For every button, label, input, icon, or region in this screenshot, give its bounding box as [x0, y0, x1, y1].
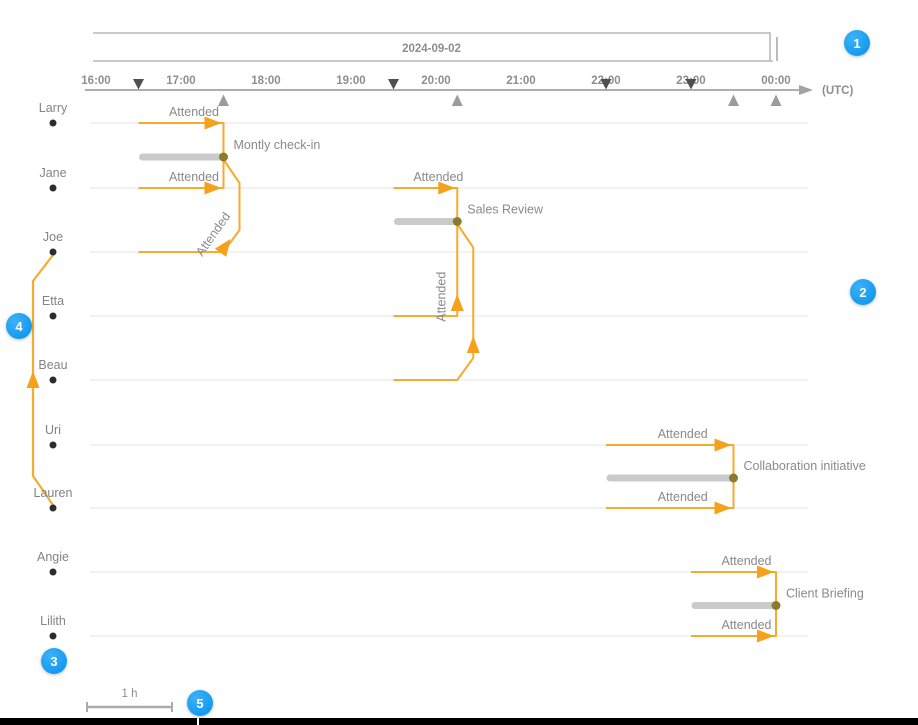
person-label-larry: Larry — [39, 101, 68, 115]
attendance-label: Attended — [721, 618, 771, 632]
person-label-angie: Angie — [37, 550, 69, 564]
attendance-arrow-right — [714, 501, 732, 515]
event-start-marker — [600, 79, 612, 90]
event-title: Montly check-in — [234, 138, 321, 152]
person-label-jane: Jane — [39, 166, 66, 180]
attendance-arrow-up — [450, 294, 464, 311]
event-start-marker — [133, 79, 144, 90]
person-dot-jane — [49, 184, 57, 192]
event-title: Collaboration initiative — [744, 459, 866, 473]
event-start-marker — [685, 79, 697, 90]
callout-badge-1: 1 — [844, 30, 870, 56]
attendance-arrow-up — [466, 336, 480, 353]
hour-tick-label: 21:00 — [506, 75, 535, 87]
attendance-edge-beau — [393, 224, 475, 381]
event-end-marker — [218, 94, 229, 106]
hour-tick-label: 19:00 — [336, 75, 365, 87]
attendance-arrow-right — [757, 629, 774, 643]
link-arrow-up — [26, 371, 40, 388]
event-end-marker — [451, 94, 463, 106]
person-label-etta: Etta — [42, 294, 64, 308]
scale-label: 1 h — [122, 688, 138, 700]
attendance-arrow-right — [757, 565, 774, 579]
callout-badge-3: 3 — [41, 648, 67, 674]
person-label-uri: Uri — [45, 423, 61, 437]
attendance-label: Attended — [434, 272, 448, 322]
bottom-edge-bar — [0, 718, 918, 725]
person-dot-larry — [49, 119, 57, 127]
attendance-label: Attended — [658, 427, 708, 441]
hour-tick-label: 20:00 — [421, 75, 450, 87]
event-title: Client Briefing — [786, 587, 864, 601]
person-dot-lauren — [49, 504, 57, 512]
person-label-beau: Beau — [38, 358, 67, 372]
person-dot-etta — [49, 312, 57, 320]
person-dot-lilith — [49, 632, 57, 640]
hour-tick-label: 00:00 — [761, 75, 790, 87]
person-dot-beau — [49, 376, 57, 384]
event-end-dot — [729, 473, 738, 483]
time-axis-arrow — [799, 85, 813, 95]
attendance-arrow-right — [204, 116, 222, 130]
attendance-arrow-diagonal — [214, 239, 231, 257]
date-band-outline — [93, 32, 773, 62]
attendance-arrow-right — [204, 181, 222, 195]
event-end-marker — [770, 94, 782, 106]
attendance-arrow-right — [438, 181, 456, 195]
attendance-edge-jane — [138, 157, 225, 189]
callout-badge-5: 5 — [187, 690, 213, 716]
person-dot-angie — [49, 568, 57, 576]
event-end-marker — [728, 94, 739, 106]
attendance-edge-lauren — [606, 478, 735, 509]
event-end-dot — [452, 217, 462, 226]
attendance-edge-uri — [606, 444, 735, 478]
hour-tick-label: 16:00 — [81, 75, 110, 87]
attendance-edge-larry — [138, 122, 225, 157]
attendance-edge-lilith — [691, 605, 777, 637]
attendance-label: Attended — [721, 554, 771, 568]
callout-badge-2: 2 — [850, 279, 876, 305]
attendance-edge-jane — [393, 187, 459, 222]
attendance-label: Attended — [169, 105, 219, 119]
attendance-label: Attended — [413, 170, 463, 184]
attendance-edge-joe — [138, 160, 241, 253]
event-end-dot — [219, 152, 228, 162]
person-dot-joe — [49, 248, 57, 256]
date-band-label: 2024-09-02 — [402, 43, 461, 55]
attendance-edge-etta — [393, 221, 459, 317]
attendance-label: Attended — [169, 170, 219, 184]
attendance-label: Attended — [658, 490, 708, 504]
person-label-lauren: Lauren — [34, 486, 73, 500]
bottom-edge-tick — [197, 718, 199, 725]
person-dot-uri — [49, 441, 57, 449]
attendance-arrow-right — [714, 438, 732, 452]
event-start-marker — [388, 79, 399, 90]
person-label-joe: Joe — [43, 230, 63, 244]
hour-tick-label: 18:00 — [251, 75, 280, 87]
timezone-label: (UTC) — [822, 85, 853, 97]
hour-tick-label: 17:00 — [166, 75, 195, 87]
person-label-lilith: Lilith — [40, 614, 66, 628]
event-end-dot — [771, 601, 781, 610]
attendance-edge-angie — [691, 571, 777, 606]
event-title: Sales Review — [467, 203, 544, 217]
callout-badge-4: 4 — [6, 313, 32, 339]
